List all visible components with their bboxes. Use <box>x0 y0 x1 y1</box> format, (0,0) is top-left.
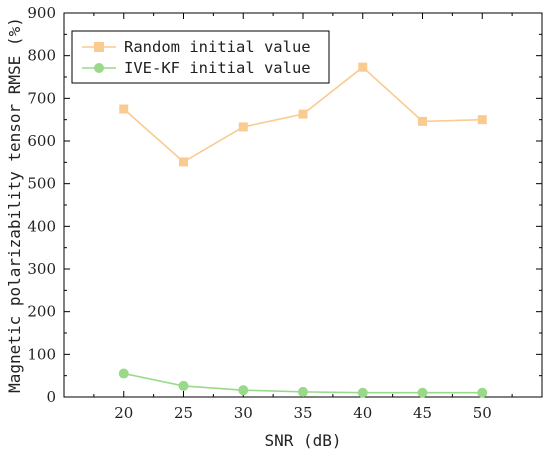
data-point <box>298 109 308 119</box>
y-tick-label: 600 <box>27 132 56 150</box>
data-point <box>178 380 189 391</box>
x-tick-label: 35 <box>293 404 312 422</box>
data-point <box>298 386 308 397</box>
y-axis-label: Magnetic polarizability tensor RMSE (%) <box>5 17 24 393</box>
y-tick-label: 900 <box>27 4 56 22</box>
data-point <box>118 368 129 379</box>
x-tick-label: 50 <box>473 404 492 422</box>
x-axis-label: SNR (dB) <box>264 431 341 450</box>
data-point <box>358 62 368 72</box>
legend-label-ivekf: IVE-KF initial value <box>124 59 311 77</box>
series-0 <box>119 62 487 167</box>
data-point <box>179 157 188 167</box>
y-tick-label: 200 <box>27 303 56 321</box>
x-tick-label: 40 <box>353 404 372 422</box>
x-tick-label: 25 <box>174 404 193 422</box>
y-tick-label: 400 <box>27 217 56 235</box>
y-tick-label: 0 <box>46 388 56 406</box>
series-layer <box>118 62 488 398</box>
data-point <box>477 115 487 125</box>
y-axis-ticks: 0 100 200 300 400 500 600 700 800 900 <box>27 4 542 406</box>
x-tick-label: 20 <box>114 404 133 422</box>
x-tick-label: 45 <box>413 404 432 422</box>
data-point <box>238 385 249 396</box>
y-tick-label: 300 <box>27 260 56 278</box>
data-point <box>357 387 368 398</box>
legend-box <box>71 30 330 84</box>
data-point <box>417 387 428 398</box>
data-point <box>238 122 248 132</box>
data-point <box>119 104 129 114</box>
y-tick-label: 800 <box>27 47 56 65</box>
legend-marker-random <box>94 42 104 52</box>
y-tick-label: 700 <box>27 89 56 107</box>
legend-label-random: Random initial value <box>124 38 311 56</box>
legend-marker-ivekf <box>94 63 104 73</box>
data-point <box>418 116 427 126</box>
data-point <box>477 387 488 398</box>
y-tick-label: 500 <box>27 175 56 193</box>
y-tick-label: 100 <box>27 345 56 363</box>
series-1 <box>118 368 488 398</box>
legend: Random initial value IVE-KF initial valu… <box>71 30 330 84</box>
x-tick-label: 30 <box>234 404 253 422</box>
